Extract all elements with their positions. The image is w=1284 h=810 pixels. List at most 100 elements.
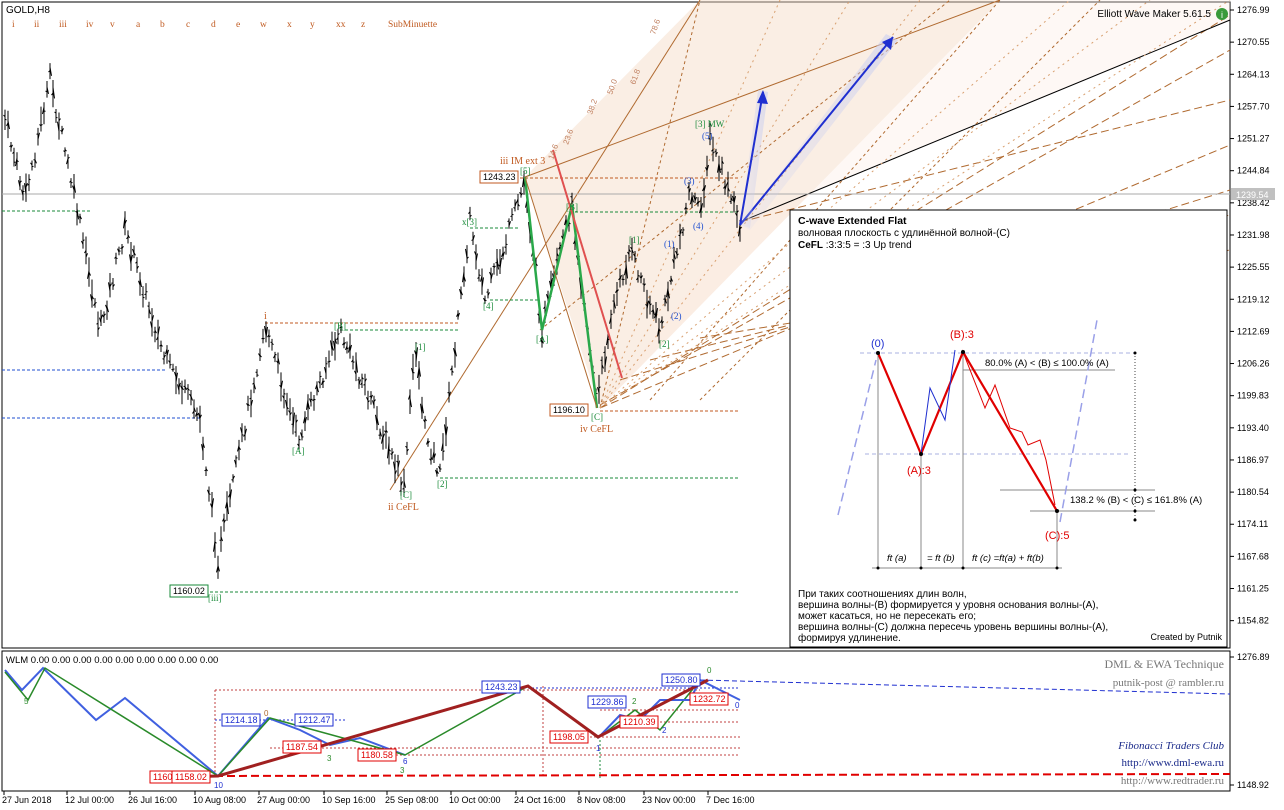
svg-text:[A]: [A]	[292, 446, 305, 456]
time-tick: 10 Oct 00:00	[449, 795, 501, 805]
svg-text:1210.39: 1210.39	[623, 717, 656, 727]
sub-branding: DML & EWA Technique putnik-post @ ramble…	[1105, 657, 1225, 787]
svg-text:1229.86: 1229.86	[591, 697, 624, 707]
sub-price-boxes: 1243.23 1250.80 1232.72 1229.86 1210.39 …	[149, 673, 729, 784]
ft-c: ft (c) =ft(a) + ft(b)	[972, 553, 1044, 564]
info-panel: C-wave Extended Flat волновая плоскость …	[789, 209, 1228, 648]
price-bars	[3, 63, 742, 579]
degree-button-x[interactable]: x	[287, 20, 292, 30]
svg-text:1243.23: 1243.23	[485, 682, 518, 692]
degree-button-xx[interactable]: xx	[336, 20, 346, 30]
price-box-1243: 1243.23	[479, 170, 519, 184]
svg-text:10: 10	[214, 781, 223, 790]
price-tick: 1251.27	[1237, 134, 1270, 144]
credit: Created by Putnik	[1150, 632, 1222, 642]
sub-chart-frame	[1, 650, 1231, 792]
indicator-icon[interactable]: i	[1216, 8, 1228, 20]
degree-button-subminuette[interactable]: SubMinuette	[388, 20, 437, 30]
svg-text:[1]: [1]	[629, 235, 640, 245]
degree-button-d[interactable]: d	[211, 20, 216, 30]
svg-text:1232.72: 1232.72	[693, 694, 726, 704]
price-tick: 1180.54	[1237, 487, 1269, 497]
svg-text:вершина волны-(B) формируется: вершина волны-(B) формируется у уровня о…	[798, 599, 1098, 611]
svg-text:putnik-post @ rambler.ru: putnik-post @ rambler.ru	[1113, 677, 1225, 689]
svg-text:1160.02: 1160.02	[173, 586, 205, 596]
svg-text:(1): (1)	[664, 239, 675, 249]
price-tick: 1206.26	[1237, 359, 1270, 369]
sub-wave-numbers: 5 10 0 3 6 3 2 1 2 0 0	[24, 666, 740, 790]
svg-text:вершина волны-(C) должна перес: вершина волны-(C) должна пересечь уровен…	[798, 622, 1108, 633]
degree-button-a[interactable]: a	[136, 20, 141, 30]
svg-text:[A]: [A]	[536, 334, 549, 344]
degree-button-c[interactable]: c	[186, 20, 190, 30]
degree-button-iv[interactable]: iv	[86, 20, 94, 30]
degree-button-ii[interactable]: ii	[34, 20, 40, 30]
svg-text:(2): (2)	[671, 311, 682, 321]
svg-text:[2]: [2]	[659, 339, 670, 349]
degree-button-v[interactable]: v	[110, 20, 115, 30]
wave-degree-toolbar: i ii iii iv v a b c d e w x y xx z SubMinuette	[12, 20, 437, 30]
wave-label-ii: ii CeFL	[388, 502, 419, 513]
svg-text:0: 0	[735, 701, 740, 710]
svg-text:формируя удлинение.: формируя удлинение.	[798, 632, 901, 644]
degree-button-y[interactable]: y	[310, 20, 315, 30]
svg-text:может касаться, но не пересека: может касаться, но не пересекать его;	[798, 611, 976, 622]
svg-text:(5): (5)	[702, 131, 713, 141]
price-tick: 1186.97	[1237, 455, 1269, 465]
diagram-point-a: (A):3	[907, 465, 931, 477]
svg-text:[1]: [1]	[415, 342, 426, 352]
degree-button-iii[interactable]: iii	[59, 20, 67, 30]
degree-button-b[interactable]: b	[160, 20, 165, 30]
svg-text:x[3]: x[3]	[462, 217, 477, 227]
svg-text:[B]: [B]	[334, 321, 346, 331]
svg-text:1250.80: 1250.80	[665, 675, 698, 685]
wave-labels: i ii CeFL iii IM ext 3 iv CeFL [iii] [3]…	[208, 119, 725, 603]
wave-label-iii: iii IM ext 3	[500, 156, 545, 167]
info-subtitle: волновая плоскость с удлинённой волной-(…	[798, 228, 1010, 239]
svg-text:1187.54: 1187.54	[286, 742, 318, 752]
price-tick: 1238.42	[1237, 198, 1270, 208]
degree-button-i[interactable]: i	[12, 20, 15, 30]
svg-text:Fibonacci Traders Club: Fibonacci Traders Club	[1117, 740, 1224, 752]
svg-text:1198.05: 1198.05	[553, 732, 585, 742]
price-tick: 1193.40	[1237, 423, 1269, 433]
horizontal-levels	[2, 177, 1230, 593]
svg-text:[5]: [5]	[520, 166, 531, 176]
price-tick: 1199.83	[1237, 391, 1269, 401]
degree-button-w[interactable]: w	[260, 20, 267, 30]
svg-text:1214.18: 1214.18	[225, 715, 258, 725]
svg-text:[C]: [C]	[400, 490, 412, 500]
sub-price-tick: 1148.92	[1237, 780, 1269, 790]
wave-label-iv: iv CeFL	[580, 424, 613, 435]
degree-button-e[interactable]: e	[236, 20, 240, 30]
ft-a: ft (a)	[887, 553, 907, 564]
svg-text:http://www.dml-ewa.ru: http://www.dml-ewa.ru	[1121, 757, 1224, 769]
ratio-b: 80.0% (A) < (B) ≤ 100.0% (A)	[985, 358, 1109, 369]
price-box-1160: 1160.02	[169, 584, 209, 598]
price-tick: 1270.55	[1237, 37, 1270, 47]
flat-diagram	[837, 319, 1155, 570]
price-tick: 1174.11	[1237, 519, 1268, 529]
price-tick: 1276.99	[1237, 5, 1270, 15]
svg-text:[4]: [4]	[483, 301, 494, 311]
svg-text:[B]: [B]	[566, 202, 578, 212]
svg-text:0: 0	[264, 709, 269, 718]
wave-lines	[523, 149, 623, 409]
wave-label-iii-box: [iii]	[208, 593, 222, 603]
price-tick: 1264.13	[1237, 69, 1270, 79]
svg-text:1212.47: 1212.47	[298, 715, 331, 725]
svg-text:i: i	[1221, 10, 1223, 20]
sub-price-tick: 1276.89	[1237, 652, 1270, 662]
degree-button-z[interactable]: z	[361, 20, 365, 30]
svg-text:1: 1	[596, 744, 601, 753]
price-axis: 1276.99 1270.55 1264.13 1257.70 1251.27 1244.…	[1230, 5, 1270, 626]
svg-text:[C]: [C]	[591, 412, 603, 422]
svg-text:6: 6	[403, 757, 408, 766]
time-tick: 8 Nov 08:00	[577, 795, 626, 805]
svg-text:(3): (3)	[684, 176, 695, 186]
price-tick: 1231.98	[1237, 230, 1270, 240]
symbol-label: GOLD,H8	[6, 5, 50, 16]
svg-text:1180.58: 1180.58	[361, 750, 393, 760]
svg-text:DML & EWA Technique: DML & EWA Technique	[1105, 657, 1224, 671]
